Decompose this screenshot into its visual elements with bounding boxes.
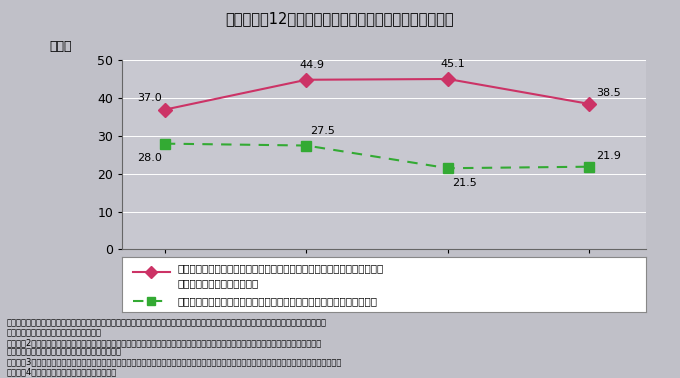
Text: 本業と物的な貢献のほかに、人の労力や知恵の提供、ボランティア活動の: 本業と物的な貢献のほかに、人の労力や知恵の提供、ボランティア活動の bbox=[177, 263, 384, 273]
Text: 28.0: 28.0 bbox=[137, 153, 162, 163]
Text: 21.9: 21.9 bbox=[596, 151, 622, 161]
Text: という問に対して回答した企業の割合。: という問に対して回答した企業の割合。 bbox=[7, 348, 122, 357]
Text: 4．「無回答」の図中への記載は省略。: 4．「無回答」の図中への記載は省略。 bbox=[7, 367, 117, 376]
Text: 38.5: 38.5 bbox=[596, 88, 621, 98]
Text: 45.1: 45.1 bbox=[441, 59, 466, 69]
Text: 本業のほかに、金錢的な寄付や会社施設の開放など、物的な貢献が必要: 本業のほかに、金錢的な寄付や会社施設の開放など、物的な貢献が必要 bbox=[177, 296, 377, 306]
Text: 21.5: 21.5 bbox=[452, 178, 477, 187]
Text: 27.5: 27.5 bbox=[311, 126, 335, 136]
Text: （略考）１．　（財）勤労者リフレッシュ事業振興財団勤労者ボランティアセンター「企業の社会貢献活動および従業員のボランティア活動支: （略考）１． （財）勤労者リフレッシュ事業振興財団勤労者ボランティアセンター「企… bbox=[7, 318, 327, 327]
Text: 44.9: 44.9 bbox=[299, 60, 324, 70]
Text: （％）: （％） bbox=[49, 40, 71, 53]
Text: 支援など、人的な貢献も必要: 支援など、人的な貢献も必要 bbox=[177, 278, 258, 288]
Text: 援に関する調査」により作成。: 援に関する調査」により作成。 bbox=[7, 328, 102, 337]
Text: 37.0: 37.0 bbox=[137, 93, 162, 103]
Text: 2．「社会と企業の関係、あるいは「企業の社会貢献活動」について、あなたの会社のとっている立場はどれに近いでしょうか。」: 2．「社会と企業の関係、あるいは「企業の社会貢献活動」について、あなたの会社のと… bbox=[7, 338, 322, 347]
Text: 第３－２－12図　「物」だけではなく「人」でも貢献へ: 第３－２－12図 「物」だけではなく「人」でも貢献へ bbox=[226, 11, 454, 26]
Text: 3．　選択肢はほかに、「企業は良質の製品やサービスを顧客に提供し、従業員の雇用、納税、株主への利益還元など、本業でのみ貢献」。: 3． 選択肢はほかに、「企業は良質の製品やサービスを顧客に提供し、従業員の雇用、… bbox=[7, 358, 342, 367]
